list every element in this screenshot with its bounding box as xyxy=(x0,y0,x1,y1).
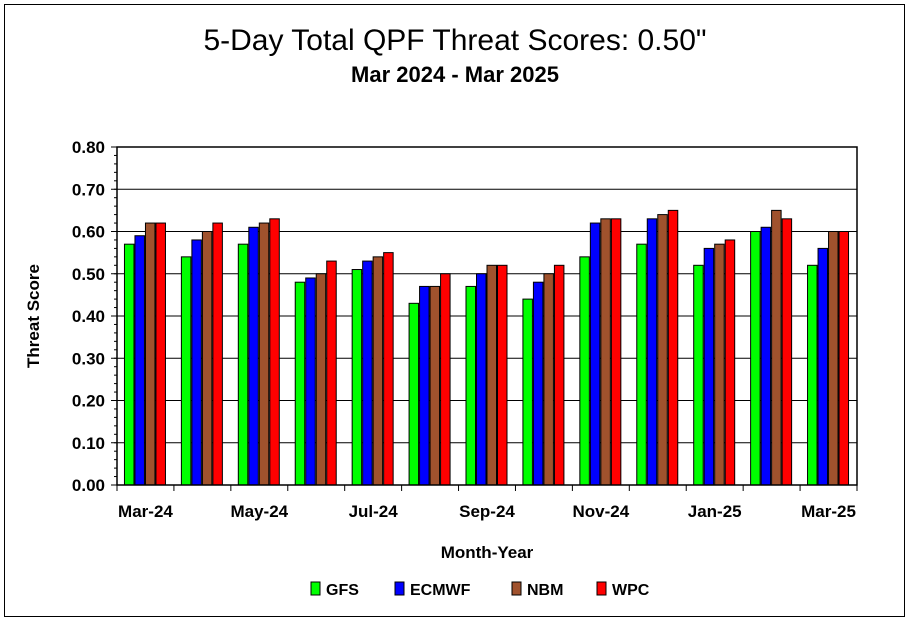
bar-wpc xyxy=(610,218,622,486)
bar-gfs xyxy=(465,285,476,486)
x-tick-label: Jan-25 xyxy=(688,502,742,521)
x-tick-label: Mar-25 xyxy=(801,502,856,521)
x-tick-label: Jul-24 xyxy=(349,502,399,521)
plot-border xyxy=(116,146,858,486)
bar-nbm xyxy=(315,273,327,486)
bar-wpc xyxy=(497,264,508,486)
bar-nbm xyxy=(543,273,554,486)
bar-ecmwf xyxy=(362,260,373,486)
legend-swatch-wpc xyxy=(596,581,607,596)
bar-wpc xyxy=(155,222,166,486)
x-tick-label: Sep-24 xyxy=(459,502,515,521)
bar-nbm xyxy=(372,256,384,486)
chart-title: 5-Day Total QPF Threat Scores: 0.50" xyxy=(203,24,706,57)
bar-wpc xyxy=(383,252,394,486)
bar-nbm xyxy=(600,218,611,486)
bar-ecmwf xyxy=(646,218,658,486)
x-tick-label: Mar-24 xyxy=(118,502,173,521)
y-tick-label: 0.70 xyxy=(72,180,105,199)
y-tick-label: 0.40 xyxy=(72,307,105,326)
bar-nbm xyxy=(657,214,668,486)
x-tick-label: Nov-24 xyxy=(573,502,630,521)
bar-gfs xyxy=(693,264,704,486)
bar-nbm xyxy=(258,222,270,486)
bar-ecmwf xyxy=(134,235,145,486)
bar-nbm xyxy=(429,285,441,486)
bar-wpc xyxy=(212,222,223,486)
legend-swatch-nbm xyxy=(511,581,522,596)
bar-gfs xyxy=(408,302,420,486)
bar-nbm xyxy=(486,264,497,486)
bar-ecmwf xyxy=(476,273,487,486)
bar-ecmwf xyxy=(419,285,430,486)
y-axis-label: Threat Score xyxy=(24,264,43,368)
bar-gfs xyxy=(750,231,761,486)
bar-ecmwf xyxy=(191,239,202,486)
bar-gfs xyxy=(522,298,533,486)
bar-gfs xyxy=(180,256,192,486)
legend-label-gfs: GFS xyxy=(326,582,359,599)
x-axis-label: Month-Year xyxy=(441,543,534,562)
y-tick-label: 0.20 xyxy=(72,392,105,411)
bar-ecmwf xyxy=(248,226,259,486)
bar-ecmwf xyxy=(589,222,601,486)
legend-label-ecmwf: ECMWF xyxy=(410,582,471,599)
y-tick-label: 0.50 xyxy=(72,265,105,284)
bar-nbm xyxy=(714,243,725,486)
y-tick-label: 0.30 xyxy=(72,349,105,368)
chart-subtitle: Mar 2024 - Mar 2025 xyxy=(351,62,559,87)
bar-gfs xyxy=(294,281,306,486)
bar-ecmwf xyxy=(760,226,772,486)
bar-wpc xyxy=(724,239,736,486)
bar-ecmwf xyxy=(817,247,829,486)
bar-ecmwf xyxy=(532,281,544,486)
bar-wpc xyxy=(326,260,337,486)
bar-gfs xyxy=(579,256,590,486)
legend-swatch-ecmwf xyxy=(394,581,405,596)
bar-nbm xyxy=(828,231,839,486)
bar-ecmwf xyxy=(305,277,316,486)
bar-wpc xyxy=(838,231,850,486)
bar-nbm xyxy=(144,222,156,486)
bar-wpc xyxy=(781,218,793,486)
bar-gfs xyxy=(807,264,818,486)
bar-wpc xyxy=(269,218,280,486)
bar-nbm xyxy=(771,209,782,486)
bar-gfs xyxy=(351,269,363,486)
x-tick-label: May-24 xyxy=(230,502,288,521)
bar-gfs xyxy=(237,243,249,486)
bar-ecmwf xyxy=(703,247,715,486)
legend-label-nbm: NBM xyxy=(527,582,563,599)
y-tick-label: 0.10 xyxy=(72,434,105,453)
legend-swatch-gfs xyxy=(310,581,321,596)
legend-label-wpc: WPC xyxy=(612,582,650,599)
y-tick-label: 0.00 xyxy=(72,476,105,495)
y-tick-label: 0.60 xyxy=(72,223,105,242)
y-tick-label: 0.80 xyxy=(72,138,105,157)
bar-wpc xyxy=(553,264,565,486)
bar-nbm xyxy=(201,231,213,486)
bar-wpc xyxy=(440,273,451,486)
bar-gfs xyxy=(636,243,647,486)
bar-wpc xyxy=(667,209,679,486)
bar-gfs xyxy=(123,243,135,486)
